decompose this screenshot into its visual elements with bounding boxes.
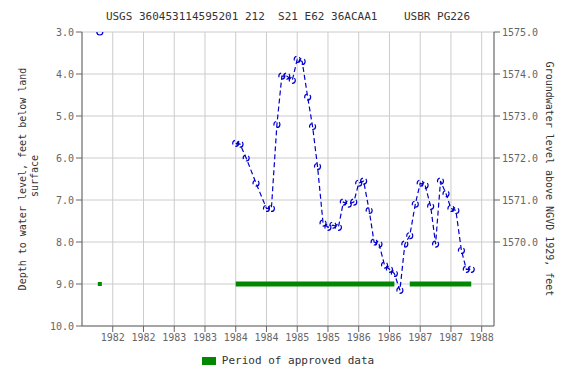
svg-text:3.0: 3.0 [56, 27, 74, 38]
svg-text:1575.0: 1575.0 [502, 27, 538, 38]
svg-text:10.0: 10.0 [50, 321, 74, 332]
svg-text:1986: 1986 [347, 332, 371, 343]
svg-text:1987: 1987 [439, 332, 463, 343]
svg-text:Depth to water level, feet bel: Depth to water level, feet below land su… [17, 68, 40, 291]
svg-text:1574.0: 1574.0 [502, 69, 538, 80]
svg-text:5.0: 5.0 [56, 111, 74, 122]
svg-text:7.0: 7.0 [56, 195, 74, 206]
svg-text:1983: 1983 [193, 332, 217, 343]
svg-text:Groundwater level above NGVD 1: Groundwater level above NGVD 1929, feet [545, 62, 556, 297]
svg-text:1984: 1984 [224, 332, 248, 343]
svg-text:1984: 1984 [254, 332, 278, 343]
svg-text:1572.0: 1572.0 [502, 153, 538, 164]
svg-text:1983: 1983 [162, 332, 186, 343]
html-text:USGS 360453114595201 212 S21 E: USGS 360453114595201 212 S21 E62 36ACAA1… [105, 10, 471, 23]
svg-text:1988: 1988 [470, 332, 494, 343]
svg-text:1573.0: 1573.0 [502, 111, 538, 122]
svg-text:6.0: 6.0 [56, 153, 74, 164]
svg-text:1987: 1987 [408, 332, 432, 343]
svg-text:9.0: 9.0 [56, 279, 74, 290]
svg-text:4.0: 4.0 [56, 69, 74, 80]
html-text:Period of approved data: Period of approved data [221, 354, 375, 367]
svg-text:1570.0: 1570.0 [502, 237, 538, 248]
svg-text:1985: 1985 [285, 332, 309, 343]
svg-text:1982: 1982 [101, 332, 125, 343]
svg-text:1986: 1986 [377, 332, 401, 343]
svg-text:8.0: 8.0 [56, 237, 74, 248]
svg-text:1982: 1982 [131, 332, 155, 343]
svg-text:1571.0: 1571.0 [502, 195, 538, 206]
svg-text:1985: 1985 [316, 332, 340, 343]
